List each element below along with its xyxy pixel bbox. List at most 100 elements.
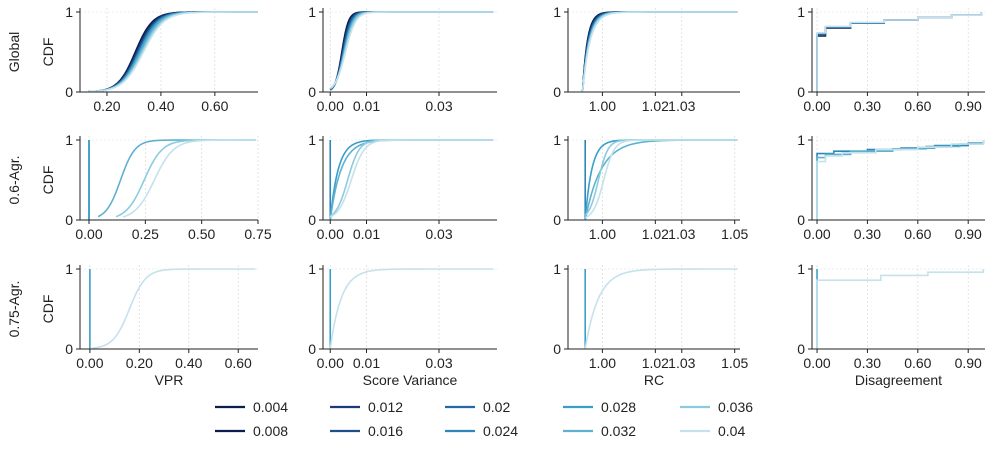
series-line-0.024 bbox=[88, 11, 258, 93]
panel-r2-c2: 0 1 1.00 1.02 1.03 1.05 RC bbox=[553, 261, 748, 388]
series-line-0.032 bbox=[88, 11, 258, 93]
series-line-0.04 bbox=[329, 268, 494, 350]
x-tick-label: 0.03 bbox=[425, 98, 452, 114]
series-line-0.036 bbox=[584, 139, 738, 216]
series-line-0.032 bbox=[581, 11, 738, 93]
y-tick-label: 1 bbox=[65, 4, 73, 20]
y-tick-label: 1 bbox=[553, 4, 561, 20]
series-line-0.036 bbox=[329, 139, 494, 217]
series-line-0.04 bbox=[329, 11, 494, 89]
y-axis-label: CDF bbox=[40, 38, 56, 67]
series-line-0.016 bbox=[88, 11, 258, 93]
series-line-0.04 bbox=[329, 139, 494, 218]
legend-label: 0.028 bbox=[601, 399, 636, 415]
x-tick-label: 0.00 bbox=[803, 355, 830, 371]
series-line-0.04 bbox=[816, 140, 985, 220]
panel-r1-c1: 0 1 0.00 0.01 0.03 bbox=[308, 132, 497, 242]
legend-label: 0.012 bbox=[368, 399, 403, 415]
series-line-0.036 bbox=[115, 139, 256, 218]
x-tick-label: 0.01 bbox=[353, 98, 380, 114]
series-line-0.04 bbox=[581, 11, 738, 93]
legend: 0.004 0.008 0.012 0.016 0.02 0.024 0.028 0.032 0… bbox=[215, 399, 753, 439]
legend-label: 0.004 bbox=[253, 399, 288, 415]
x-tick-label: 0.60 bbox=[904, 226, 931, 242]
series-line-0.02 bbox=[816, 12, 983, 92]
x-tick-label: 0.75 bbox=[244, 226, 271, 242]
x-tick-label: 1.03 bbox=[668, 355, 695, 371]
panel-r2-c0: 0 1 0.00 0.20 0.40 0.60 CDF VPR bbox=[40, 261, 258, 388]
x-axis-label: Disagreement bbox=[855, 372, 942, 388]
x-tick-label: 0.25 bbox=[132, 226, 159, 242]
y-tick-label: 0 bbox=[65, 341, 73, 357]
y-tick-label: 1 bbox=[797, 261, 805, 277]
row-labels: Global 0.6-Agr. 0.75-Agr. bbox=[6, 32, 22, 338]
x-tick-label: 0.01 bbox=[353, 355, 380, 371]
x-tick-label: 0.00 bbox=[317, 98, 344, 114]
legend-label: 0.016 bbox=[368, 423, 403, 439]
x-tick-label: 0.00 bbox=[803, 98, 830, 114]
y-tick-label: 1 bbox=[797, 4, 805, 20]
x-tick-label: 0.60 bbox=[904, 355, 931, 371]
y-tick-label: 0 bbox=[65, 212, 73, 228]
x-tick-label: 1.00 bbox=[589, 226, 616, 242]
x-tick-label: 1.02 bbox=[642, 226, 669, 242]
series-line-0.032 bbox=[329, 139, 494, 221]
y-tick-label: 0 bbox=[308, 84, 316, 100]
y-tick-label: 1 bbox=[797, 132, 805, 148]
x-tick-label: 1.03 bbox=[668, 226, 695, 242]
series-line-0.028 bbox=[88, 11, 258, 93]
x-tick-label: 1.02 bbox=[642, 355, 669, 371]
x-tick-label: 0.40 bbox=[175, 355, 202, 371]
series-line-0.016 bbox=[581, 11, 738, 93]
x-tick-label: 0.00 bbox=[75, 226, 102, 242]
row-label: Global bbox=[6, 32, 22, 72]
panel-r0-c3: 0 1 0.00 0.30 0.60 0.90 bbox=[797, 4, 985, 114]
series-line-0.04 bbox=[816, 269, 985, 349]
x-tick-label: 0.03 bbox=[425, 355, 452, 371]
y-tick-label: 1 bbox=[308, 132, 316, 148]
x-tick-label: 0.60 bbox=[904, 98, 931, 114]
y-tick-label: 0 bbox=[797, 84, 805, 100]
x-tick-label: 0.50 bbox=[188, 226, 215, 242]
series-line-0.02 bbox=[88, 11, 258, 93]
x-tick-label: 0.00 bbox=[76, 355, 103, 371]
x-tick-label: 1.02 bbox=[642, 98, 669, 114]
series-line-0.04 bbox=[92, 268, 256, 349]
x-tick-label: 0.90 bbox=[955, 98, 982, 114]
series-line-0.036 bbox=[88, 11, 258, 93]
panel-r1-c2: 0 1 1.00 1.02 1.03 1.05 bbox=[553, 132, 748, 242]
series-line-0.028 bbox=[581, 11, 738, 93]
x-tick-label: 0.20 bbox=[126, 355, 153, 371]
row-label: 0.6-Agr. bbox=[6, 155, 22, 204]
panel-r0-c1: 0 1 0.00 0.01 0.03 bbox=[308, 4, 497, 114]
x-tick-label: 0.30 bbox=[854, 355, 881, 371]
x-axis-label: VPR bbox=[155, 372, 184, 388]
panel-r1-c0: 0 1 0.00 0.25 0.50 0.75 CDF bbox=[40, 132, 272, 242]
x-tick-label: 0.90 bbox=[955, 226, 982, 242]
series-line-0.04 bbox=[816, 12, 983, 92]
series-line-0.028 bbox=[329, 139, 494, 221]
series-line-0.004 bbox=[816, 12, 983, 92]
series-line-0.04 bbox=[584, 268, 738, 350]
y-tick-label: 1 bbox=[65, 261, 73, 277]
y-axis-label: CDF bbox=[40, 166, 56, 195]
y-tick-label: 1 bbox=[308, 4, 316, 20]
y-tick-label: 1 bbox=[65, 132, 73, 148]
panel-r1-c3: 0 1 0.00 0.30 0.60 0.90 bbox=[797, 132, 985, 242]
y-axis-label: CDF bbox=[40, 295, 56, 324]
x-tick-label: 0.60 bbox=[201, 98, 228, 114]
x-tick-label: 0.03 bbox=[425, 226, 452, 242]
x-tick-label: 0.60 bbox=[225, 355, 252, 371]
x-axis-label: Score Variance bbox=[363, 372, 458, 388]
series-line-0.02 bbox=[581, 11, 738, 93]
x-tick-label: 0.30 bbox=[854, 226, 881, 242]
x-tick-label: 1.00 bbox=[589, 98, 616, 114]
panel-r0-c0: 0 1 0.20 0.40 0.60 CDF bbox=[40, 4, 258, 114]
x-tick-label: 1.05 bbox=[721, 226, 748, 242]
x-tick-label: 1.03 bbox=[668, 98, 695, 114]
y-tick-label: 1 bbox=[308, 261, 316, 277]
x-tick-label: 0.00 bbox=[317, 355, 344, 371]
x-tick-label: 0.90 bbox=[955, 355, 982, 371]
x-tick-label: 0.30 bbox=[854, 98, 881, 114]
